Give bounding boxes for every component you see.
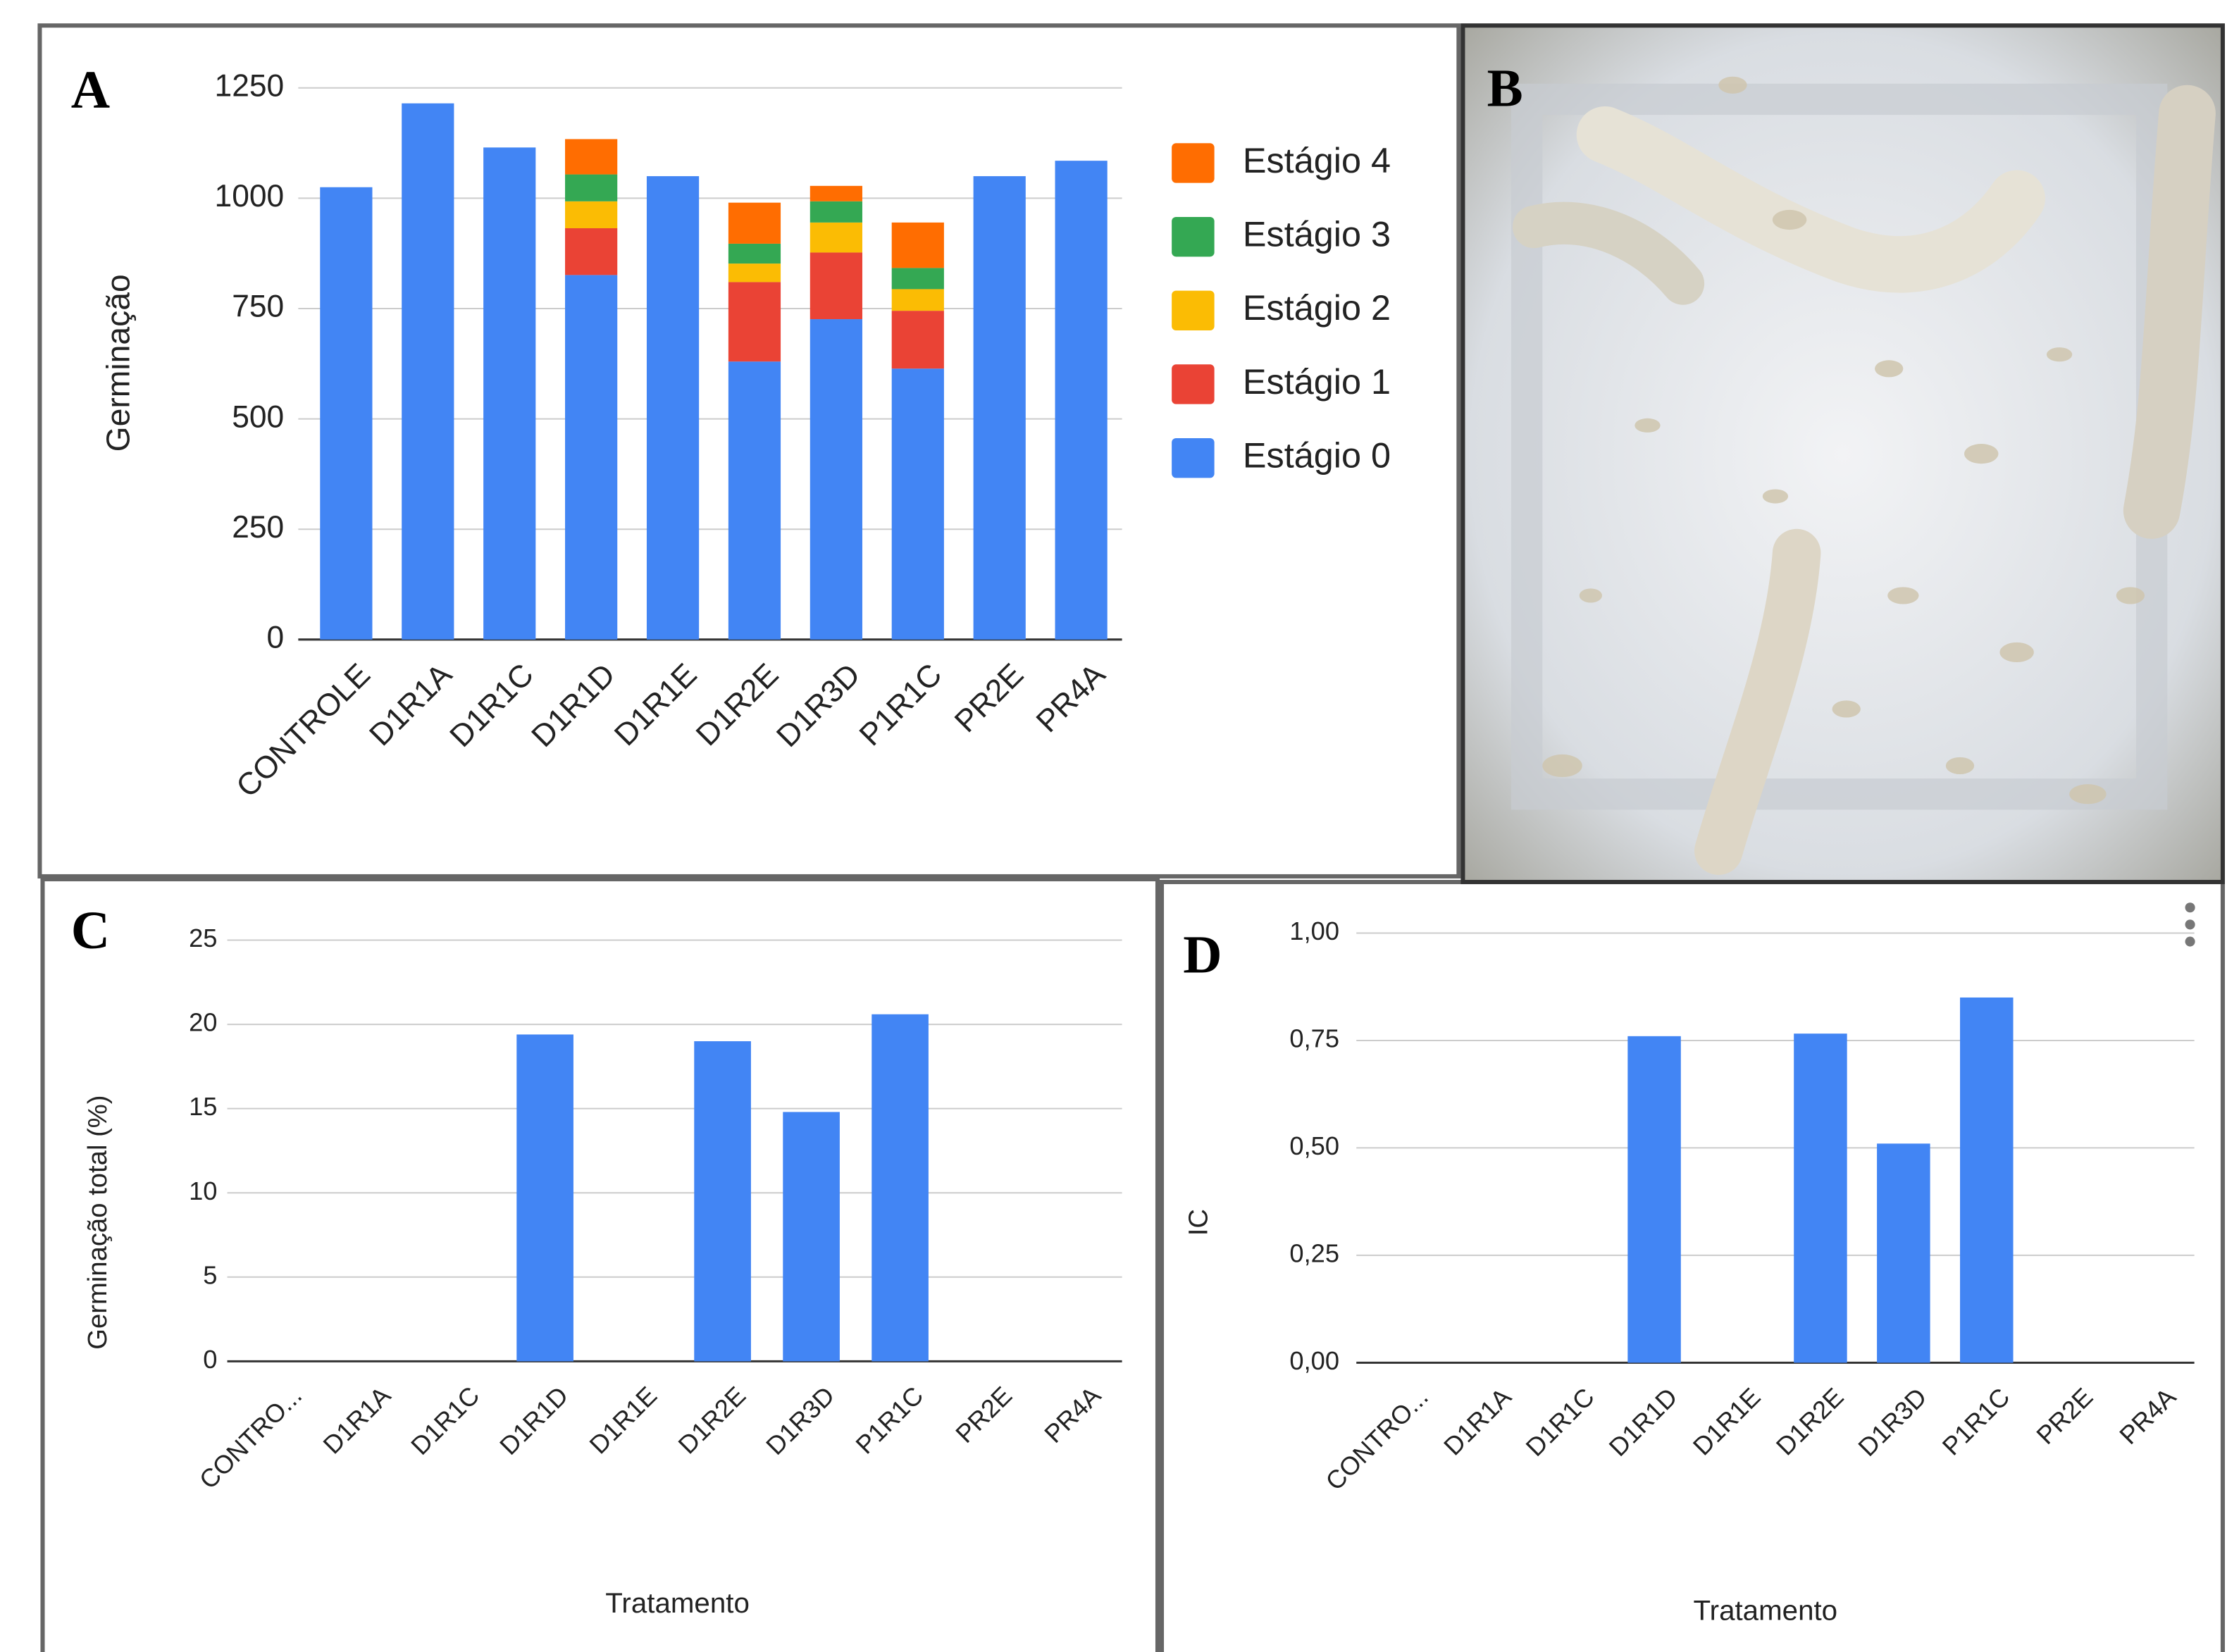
bar-segment (728, 244, 781, 263)
y-tick-label: 0,00 (1289, 1346, 1339, 1375)
bar-segment (892, 289, 944, 311)
y-axis-title: IC (1184, 1209, 1214, 1236)
menu-icon (2185, 902, 2195, 946)
bar-segment (810, 252, 862, 319)
bar-segment (565, 175, 617, 201)
legend-swatch (1172, 217, 1214, 256)
bar-segment (892, 311, 944, 368)
y-tick-label: 25 (189, 924, 217, 952)
bar-segment (647, 176, 699, 640)
legend-swatch (1172, 291, 1214, 330)
bar-segment (810, 186, 862, 201)
bar-segment (810, 223, 862, 253)
bar-segment (810, 319, 862, 640)
y-tick-label: 0 (203, 1345, 217, 1374)
y-tick-label: 0 (267, 621, 285, 655)
legend-label: Estágio 2 (1243, 287, 1391, 328)
bar-segment (974, 176, 1026, 640)
y-tick-label: 1,00 (1289, 917, 1339, 945)
y-axis-title: Germinação total (%) (82, 1095, 113, 1349)
y-tick-label: 0,50 (1289, 1131, 1339, 1160)
y-tick-label: 0,25 (1289, 1238, 1339, 1267)
y-tick-label: 500 (232, 399, 284, 434)
y-tick-label: 0,75 (1289, 1024, 1339, 1053)
y-tick-label: 5 (203, 1260, 217, 1289)
photo-background (1463, 25, 2223, 882)
bar-segment (1055, 161, 1108, 640)
bar (516, 1034, 573, 1361)
bar-segment (728, 361, 781, 640)
bar-segment (728, 263, 781, 282)
x-axis-title: Tratamento (605, 1587, 750, 1619)
y-tick-label: 20 (189, 1008, 217, 1037)
bar-segment (892, 223, 944, 268)
page: {"chart_data": [ {"type": "stacked-bar",… (0, 0, 2227, 1652)
y-tick-label: 250 (232, 510, 284, 545)
legend-label: Estágio 3 (1243, 213, 1391, 254)
bar-segment (565, 139, 617, 174)
bar-segment (728, 203, 781, 244)
y-tick-label: 1250 (215, 69, 285, 104)
bar-segment (565, 228, 617, 275)
photo (1463, 25, 2223, 882)
bar-segment (565, 201, 617, 228)
bar (871, 1014, 929, 1362)
bar-segment (728, 282, 781, 361)
bar-segment (320, 187, 372, 640)
y-tick-label: 15 (189, 1092, 217, 1121)
figure: B A025050075010001250GerminaçãoCONTROLED… (0, 0, 2227, 1652)
legend-label: Estágio 0 (1243, 435, 1391, 475)
bar-segment (810, 201, 862, 223)
y-tick-label: 750 (232, 290, 284, 324)
bar-segment (892, 268, 944, 289)
legend-swatch (1172, 143, 1214, 182)
panel-letter: B (1487, 58, 1523, 118)
bar-segment (483, 147, 535, 639)
x-axis-title: Tratamento (1694, 1594, 1838, 1626)
y-tick-label: 1000 (215, 179, 285, 213)
bar-segment (892, 368, 944, 640)
panel-letter: C (71, 900, 110, 960)
bar (783, 1112, 840, 1361)
bar (1627, 1036, 1680, 1363)
panel-letter: A (71, 59, 110, 119)
legend-label: Estágio 4 (1243, 140, 1391, 180)
legend-label: Estágio 1 (1243, 361, 1391, 402)
legend-swatch (1172, 364, 1214, 404)
bar-segment (565, 275, 617, 639)
bar (694, 1041, 751, 1361)
y-axis-title: Germinação (100, 274, 137, 452)
bar (1960, 998, 2013, 1362)
legend-swatch (1172, 438, 1214, 478)
bar (1877, 1143, 1930, 1362)
bar-segment (402, 104, 454, 640)
panel-letter: D (1183, 924, 1222, 984)
y-tick-label: 10 (189, 1176, 217, 1205)
photo-root (2152, 113, 2187, 511)
bar (1794, 1033, 1847, 1362)
